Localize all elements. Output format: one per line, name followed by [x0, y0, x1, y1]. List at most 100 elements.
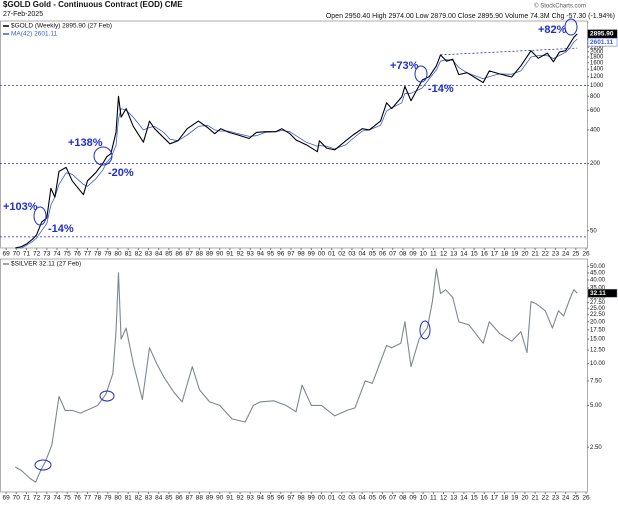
y-tick-label: 45.00: [590, 270, 606, 276]
y-tick-label: 200: [590, 161, 601, 167]
chart-date: 27-Feb-2025: [3, 11, 43, 18]
x-tick-label: 99: [308, 251, 316, 258]
y-tick-label: 1800: [590, 55, 604, 61]
x-tick-label: 76: [74, 251, 82, 258]
y-tick-label: 400: [590, 127, 601, 133]
x-tick-label: 80: [114, 495, 122, 502]
x-tick-label: 13: [450, 251, 458, 258]
y-tick-label: 2000: [590, 49, 604, 55]
x-tick-label: 20: [521, 251, 529, 258]
x-tick-label: 99: [308, 495, 316, 502]
x-tick-label: 82: [135, 251, 143, 258]
x-tick-label: 96: [277, 495, 285, 502]
x-tick-label: 03: [348, 495, 356, 502]
highlight-oval: [33, 206, 47, 226]
x-tick-label: 07: [389, 495, 397, 502]
y-tick-label: 22.50: [590, 312, 606, 318]
y-tick-label: 12.50: [590, 348, 606, 354]
highlight-oval: [564, 18, 578, 36]
highlight-oval: [93, 146, 113, 166]
x-tick-label: 90: [216, 251, 224, 258]
y-tick-label: 25.00: [590, 306, 606, 312]
annotation: +138%: [68, 137, 103, 149]
x-tick-label: 01: [328, 251, 336, 258]
x-tick-label: 75: [64, 495, 72, 502]
x-tick-label: 91: [226, 495, 234, 502]
x-tick-label: 85: [165, 495, 173, 502]
quote: Open 2950.40 High 2974.00 Low 2879.00 Cl…: [326, 13, 615, 20]
x-tick-label: 73: [43, 495, 51, 502]
highlight-oval: [419, 320, 431, 340]
x-tick-label: 84: [155, 251, 163, 258]
x-tick-label: 13: [450, 495, 458, 502]
x-tick-label: 82: [135, 495, 143, 502]
highlight-oval: [99, 390, 115, 402]
x-tick-label: 10: [420, 495, 428, 502]
highlight-oval: [414, 65, 428, 83]
x-tick-label: 74: [53, 495, 61, 502]
x-tick-label: 07: [389, 251, 397, 258]
series-line: [15, 268, 578, 483]
x-tick-label: 15: [470, 251, 478, 258]
legend-label: $SILVER 32.11 (27 Feb): [11, 261, 81, 268]
y-tick-label: 7.50: [590, 379, 602, 385]
y-tick-label: 1200: [590, 74, 604, 80]
x-tick-label: 71: [23, 251, 31, 258]
last-value-label: 2601.11: [590, 39, 614, 46]
x-tick-label: 22: [542, 251, 550, 258]
y-tick-label: 2200: [590, 45, 604, 51]
annotation: -14%: [428, 83, 454, 95]
x-tick-label: 02: [338, 495, 346, 502]
x-tick-label: 04: [359, 251, 367, 258]
annotation: +73%: [390, 60, 419, 72]
x-tick-label: 21: [531, 251, 539, 258]
x-tick-label: 88: [196, 251, 204, 258]
x-tick-label: 05: [369, 251, 377, 258]
last-value-label: 2895.90: [590, 31, 614, 38]
y-tick-label: 30.00: [590, 295, 606, 301]
x-tick-label: 20: [521, 495, 529, 502]
y-tick-label: 15.00: [590, 337, 606, 343]
x-tick-label: 23: [552, 251, 560, 258]
x-tick-label: 76: [74, 495, 82, 502]
y-tick-label: 5.00: [590, 403, 602, 409]
series-line: [15, 33, 578, 249]
x-tick-label: 01: [328, 495, 336, 502]
x-tick-label: 05: [369, 495, 377, 502]
x-tick-label: 78: [94, 495, 102, 502]
y-tick-label: 600: [590, 108, 601, 114]
x-tick-label: 12: [440, 251, 448, 258]
last-value-label: 32.11: [590, 290, 606, 297]
y-tick-label: 35.00: [590, 286, 606, 292]
x-tick-label: 09: [409, 251, 417, 258]
x-tick-label: 11: [430, 251, 437, 258]
x-tick-label: 80: [114, 251, 122, 258]
x-tick-label: 26: [582, 251, 590, 258]
x-tick-label: 12: [440, 495, 448, 502]
x-tick-label: 70: [13, 251, 21, 258]
x-tick-label: 74: [53, 251, 61, 258]
x-tick-label: 71: [23, 495, 31, 502]
last-value-box: [587, 37, 618, 47]
y-tick-label: 800: [590, 94, 601, 100]
x-tick-label: 83: [145, 251, 153, 258]
x-tick-label: 00: [318, 495, 326, 502]
x-tick-label: 87: [186, 251, 194, 258]
x-tick-label: 04: [359, 495, 367, 502]
annotation: -14%: [48, 223, 74, 235]
x-tick-label: 83: [145, 495, 153, 502]
highlight-oval: [34, 459, 52, 471]
x-tick-label: 73: [43, 251, 51, 258]
x-tick-label: 78: [94, 251, 102, 258]
x-tick-label: 15: [470, 495, 478, 502]
y-tick-label: 27.50: [590, 300, 606, 306]
x-tick-label: 19: [511, 495, 519, 502]
x-tick-label: 94: [257, 251, 265, 258]
y-tick-label: 1400: [590, 67, 604, 73]
x-tick-label: 16: [481, 495, 489, 502]
series-line: [15, 38, 578, 249]
x-tick-label: 89: [206, 495, 214, 502]
y-tick-label: 20.00: [590, 319, 606, 325]
x-tick-label: 88: [196, 495, 204, 502]
x-tick-label: 10: [420, 251, 428, 258]
